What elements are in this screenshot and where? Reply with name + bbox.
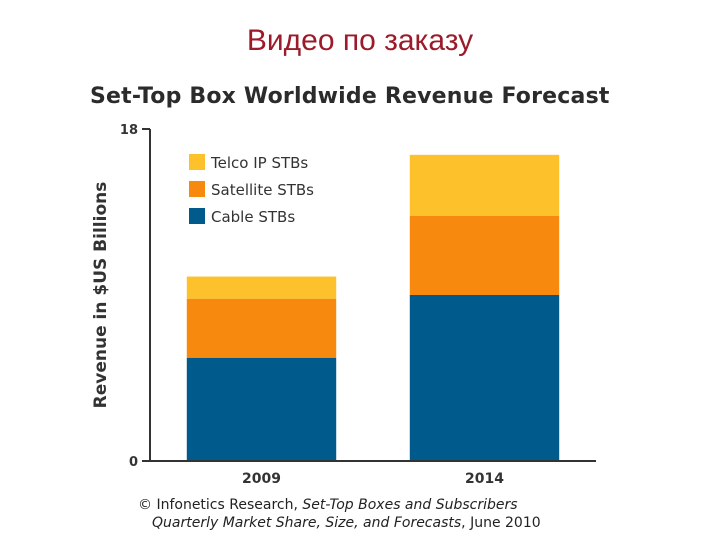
legend-label-cable-stbs: Cable STBs <box>211 208 295 226</box>
bar-2009-cable-stbs <box>186 357 337 461</box>
legend-label-telco-ip-stbs: Telco IP STBs <box>210 154 308 172</box>
legend: Telco IP STBs Satellite STBs Cable STBs <box>189 154 314 226</box>
ticks-group: 0 18 <box>120 123 150 470</box>
source-note: © Infonetics Research, Set-Top Boxes and… <box>138 496 541 532</box>
y-axis-label: Revenue in $US Billions <box>91 182 111 409</box>
x-tick-label-2009: 2009 <box>242 471 281 487</box>
legend-swatch-satellite-stbs <box>189 181 205 197</box>
legend-swatch-cable-stbs <box>189 208 205 224</box>
source-publication-1: Set-Top Boxes and Subscribers <box>302 497 518 513</box>
bar-2014-telco-ip-stbs <box>409 154 560 216</box>
source-suffix: , June 2010 <box>461 515 541 531</box>
y-tick-label-0: 0 <box>129 455 138 470</box>
chart-title: Set-Top Box Worldwide Revenue Forecast <box>90 84 610 109</box>
legend-label-satellite-stbs: Satellite STBs <box>211 181 314 199</box>
legend-swatch-telco-ip-stbs <box>189 154 205 170</box>
bar-2009-satellite-stbs <box>186 298 337 358</box>
bar-2014-satellite-stbs <box>409 215 560 295</box>
source-publication-2: Quarterly Market Share, Size, and Foreca… <box>152 515 462 531</box>
source-prefix: © Infonetics Research, <box>138 497 303 513</box>
bars-group: 2009 2014 <box>186 154 560 487</box>
bar-2009-telco-ip-stbs <box>186 276 337 299</box>
bar-2014-cable-stbs <box>409 295 560 461</box>
y-tick-label-18: 18 <box>120 123 138 138</box>
slide-title: Видео по заказу <box>246 24 474 57</box>
x-tick-label-2014: 2014 <box>465 471 504 487</box>
